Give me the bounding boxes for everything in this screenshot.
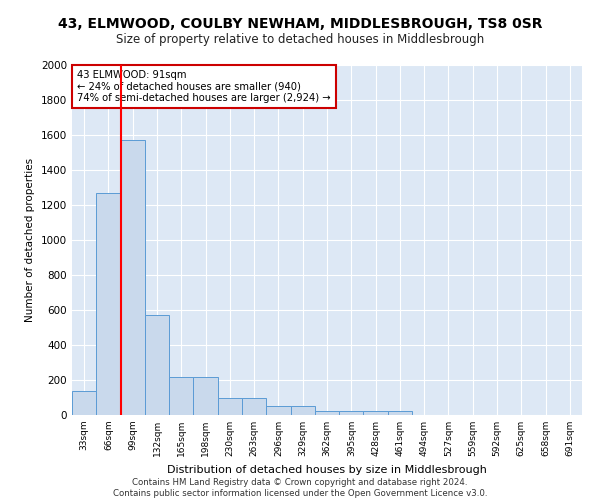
Bar — [315, 410, 339, 415]
Bar — [121, 140, 145, 415]
Bar — [290, 406, 315, 415]
Bar — [169, 378, 193, 415]
Bar — [193, 378, 218, 415]
Bar — [266, 406, 290, 415]
Bar — [242, 398, 266, 415]
Y-axis label: Number of detached properties: Number of detached properties — [25, 158, 35, 322]
Bar — [145, 316, 169, 415]
Bar — [339, 410, 364, 415]
Text: 43, ELMWOOD, COULBY NEWHAM, MIDDLESBROUGH, TS8 0SR: 43, ELMWOOD, COULBY NEWHAM, MIDDLESBROUG… — [58, 18, 542, 32]
Text: Contains HM Land Registry data © Crown copyright and database right 2024.
Contai: Contains HM Land Registry data © Crown c… — [113, 478, 487, 498]
Bar — [96, 192, 121, 415]
X-axis label: Distribution of detached houses by size in Middlesbrough: Distribution of detached houses by size … — [167, 464, 487, 474]
Bar — [388, 410, 412, 415]
Text: Size of property relative to detached houses in Middlesbrough: Size of property relative to detached ho… — [116, 32, 484, 46]
Text: 43 ELMWOOD: 91sqm
← 24% of detached houses are smaller (940)
74% of semi-detache: 43 ELMWOOD: 91sqm ← 24% of detached hous… — [77, 70, 331, 103]
Bar — [218, 398, 242, 415]
Bar — [364, 410, 388, 415]
Bar — [72, 390, 96, 415]
